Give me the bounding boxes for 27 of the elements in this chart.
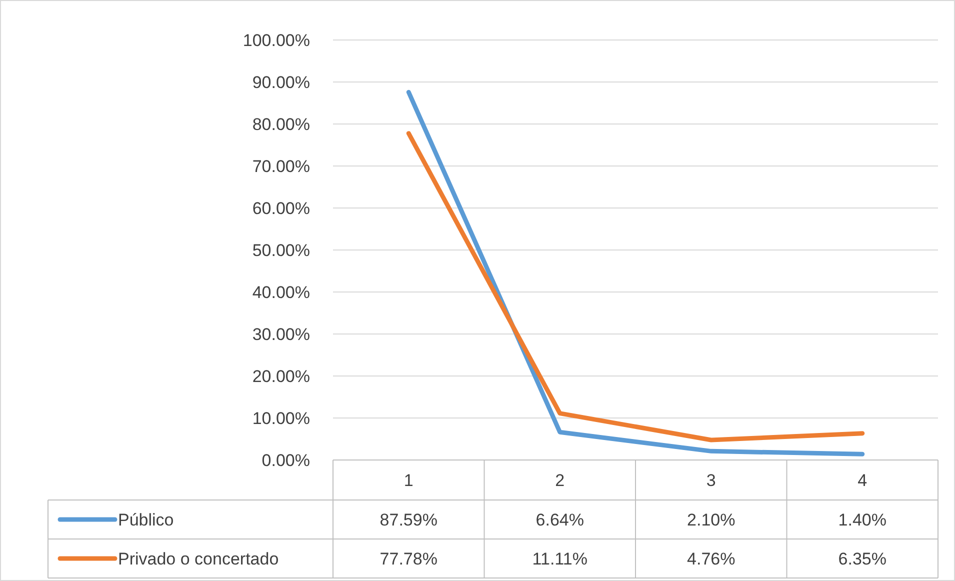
data-label: 11.11% bbox=[532, 549, 588, 568]
x-tick-label: 1 bbox=[404, 470, 414, 490]
legend-label: Público bbox=[118, 510, 174, 530]
data-label: 6.64% bbox=[536, 510, 584, 530]
x-tick-label: 4 bbox=[858, 470, 868, 490]
y-tick-label: 90.00% bbox=[252, 72, 310, 92]
y-tick-label: 80.00% bbox=[252, 114, 310, 134]
x-tick-label: 3 bbox=[706, 470, 716, 490]
data-label: 4.76% bbox=[687, 549, 736, 568]
y-tick-label: 10.00% bbox=[252, 408, 310, 428]
x-tick-label: 2 bbox=[555, 470, 565, 490]
y-tick-label: 70.00% bbox=[252, 156, 310, 176]
y-tick-label: 50.00% bbox=[252, 240, 310, 260]
y-tick-label: 60.00% bbox=[252, 198, 310, 218]
data-label: 6.35% bbox=[838, 549, 886, 568]
y-tick-label: 20.00% bbox=[252, 366, 310, 386]
y-tick-label: 0.00% bbox=[262, 450, 310, 470]
data-label: 77.78% bbox=[380, 549, 438, 568]
y-tick-label: 40.00% bbox=[252, 282, 310, 302]
legend-label: Privado o concertado bbox=[118, 549, 279, 568]
line-series bbox=[406, 90, 865, 456]
y-tick-label: 100.00% bbox=[242, 30, 310, 50]
data-label: 2.10% bbox=[687, 510, 736, 530]
y-tick-label: 30.00% bbox=[252, 324, 310, 344]
data-label: 87.59% bbox=[380, 510, 438, 530]
data-label: 1.40% bbox=[838, 510, 886, 530]
line-series bbox=[406, 131, 865, 442]
